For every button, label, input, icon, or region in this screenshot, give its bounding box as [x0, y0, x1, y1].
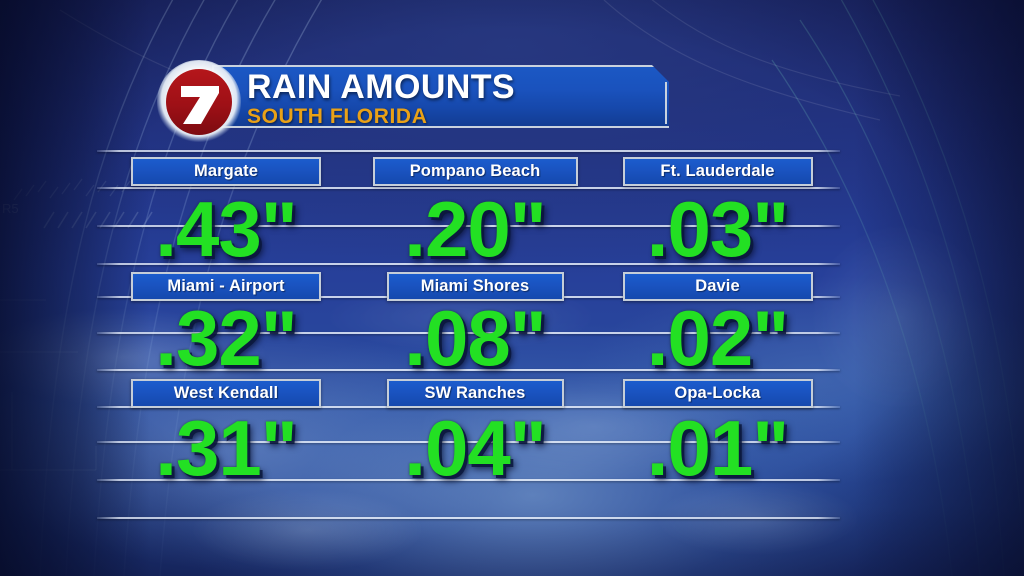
location-pill[interactable]: Margate — [131, 157, 321, 186]
label-cell: Ft. Lauderdale — [595, 157, 840, 186]
header-banner-bevel — [212, 65, 667, 124]
rain-amount: .08" — [404, 294, 546, 382]
label-cell: Davie — [595, 272, 840, 301]
label-cell: Miami - Airport — [97, 272, 355, 301]
label-cell: West Kendall — [97, 379, 355, 408]
rain-amount: .32" — [155, 294, 297, 382]
gridline — [97, 441, 840, 443]
gridline — [97, 225, 840, 227]
label-cell: Pompano Beach — [355, 157, 595, 186]
rain-amount: .43" — [155, 185, 297, 273]
value-cell: .20" — [355, 190, 595, 268]
rain-amount: .03" — [646, 185, 789, 273]
label-cell: Margate — [97, 157, 355, 186]
gridline — [97, 263, 840, 265]
location-label: Opa-Locka — [674, 384, 761, 402]
location-pill[interactable]: SW Ranches — [386, 379, 564, 408]
location-pill[interactable]: West Kendall — [131, 379, 321, 408]
location-label: SW Ranches — [424, 384, 526, 402]
location-label: Miami - Airport — [167, 277, 285, 295]
page-subtitle: SOUTH FLORIDA — [247, 105, 428, 128]
value-cell: .31" — [97, 409, 355, 487]
gridline — [97, 150, 840, 152]
rain-amount: .04" — [404, 404, 546, 492]
header: RAIN AMOUNTS SOUTH FLORIDA — [155, 58, 670, 146]
rain-amount: .02" — [646, 294, 789, 382]
rain-amount: .01" — [646, 404, 789, 492]
location-label: West Kendall — [173, 384, 279, 402]
rain-amount: .20" — [404, 185, 546, 273]
location-pill[interactable]: Miami - Airport — [131, 272, 321, 301]
value-cell: .03" — [595, 190, 840, 268]
location-pill[interactable]: Miami Shores — [386, 272, 564, 301]
location-pill[interactable]: Opa-Locka — [622, 379, 813, 408]
gridline — [97, 479, 840, 481]
location-label: Miami Shores — [420, 277, 530, 295]
location-pill[interactable]: Davie — [622, 272, 813, 301]
value-cell: .02" — [595, 299, 840, 377]
label-cell: SW Ranches — [355, 379, 595, 408]
value-cell: .01" — [595, 409, 840, 487]
gridline — [97, 332, 840, 334]
value-cell: .04" — [355, 409, 595, 487]
gridline — [97, 369, 840, 371]
page-title: RAIN AMOUNTS — [247, 68, 515, 106]
location-label: Davie — [695, 277, 740, 295]
location-pill[interactable]: Pompano Beach — [372, 157, 578, 186]
location-label: Pompano Beach — [409, 162, 541, 180]
value-cell: .08" — [355, 299, 595, 377]
rain-amount: .31" — [155, 404, 297, 492]
value-cell: .43" — [97, 190, 355, 268]
label-cell: Opa-Locka — [595, 379, 840, 408]
wsvn-7-logo-icon — [157, 60, 241, 144]
value-cell: .32" — [97, 299, 355, 377]
header-text-block: RAIN AMOUNTS SOUTH FLORIDA — [247, 70, 515, 128]
gridline — [97, 187, 840, 189]
gridline — [97, 517, 840, 519]
location-label: Margate — [194, 162, 258, 180]
location-pill[interactable]: Ft. Lauderdale — [622, 157, 813, 186]
location-label: Ft. Lauderdale — [660, 162, 775, 180]
label-cell: Miami Shores — [355, 272, 595, 301]
